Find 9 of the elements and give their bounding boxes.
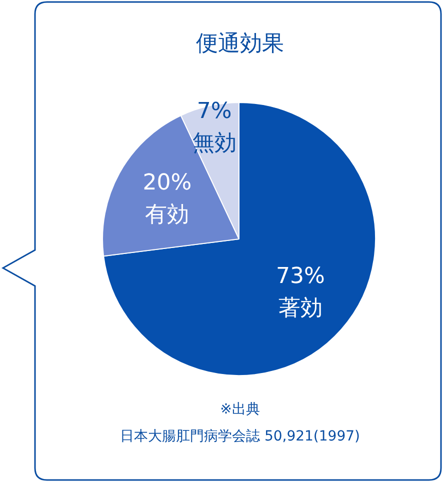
text: ※出典 bbox=[220, 402, 260, 418]
slice-label: 無効 bbox=[192, 131, 236, 156]
slice-label: 有効 bbox=[145, 202, 190, 228]
data-label: 20% bbox=[142, 170, 192, 196]
slice-label: 著効 bbox=[278, 296, 322, 321]
text: 日本大腸肛門病学会誌 50,921(1997) bbox=[120, 428, 360, 445]
chart-title: 便通効果 bbox=[196, 32, 284, 57]
data-label: 7% bbox=[196, 99, 232, 124]
data-label: 73% bbox=[276, 264, 325, 289]
